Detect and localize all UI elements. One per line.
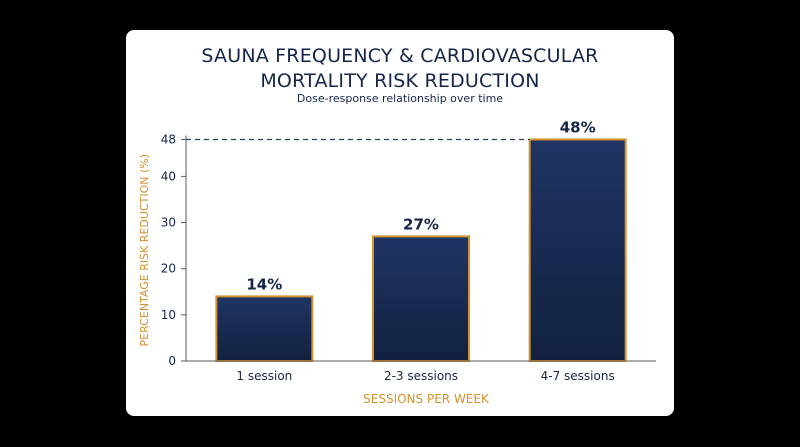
y-tick-label-20: 20 [161, 262, 176, 276]
y-tick-label-48: 48 [161, 132, 176, 146]
chart-subtitle: Dose-response relationship over time [296, 92, 504, 105]
bar-1 [215, 295, 314, 363]
chart-card: SAUNA FREQUENCY & CARDIOVASCULAR MORTALI… [126, 30, 674, 416]
x-tick-label-1: 1 session [236, 369, 292, 383]
chart-title-line-2: MORTALITY RISK REDUCTION [260, 70, 540, 92]
x-tick-label-2: 2-3 sessions [384, 369, 458, 383]
value-label-2: 27% [403, 215, 439, 233]
y-axis-title: PERCENTAGE RISK REDUCTION (%) [138, 154, 151, 346]
bar-2 [372, 235, 470, 363]
value-label-3: 48% [560, 118, 596, 136]
bar-chart: 14% 1 session 27% 2-3 sessions 48% 4-7 sessio… [138, 118, 656, 406]
x-tick-label-3: 4-7 sessions [541, 369, 615, 383]
chart-title: SAUNA FREQUENCY & CARDIOVASCULAR MORTALI… [126, 44, 674, 94]
y-tick-label-0: 0 [168, 354, 176, 368]
bar-3 [528, 138, 627, 363]
y-tick-label-10: 10 [161, 308, 176, 322]
y-tick-label-40: 40 [161, 169, 176, 183]
value-label-1: 14% [246, 275, 282, 293]
y-tick-label-30: 30 [161, 216, 176, 230]
chart-title-line-1: SAUNA FREQUENCY & CARDIOVASCULAR [201, 45, 599, 67]
x-axis-title: SESSIONS PER WEEK [363, 392, 490, 406]
